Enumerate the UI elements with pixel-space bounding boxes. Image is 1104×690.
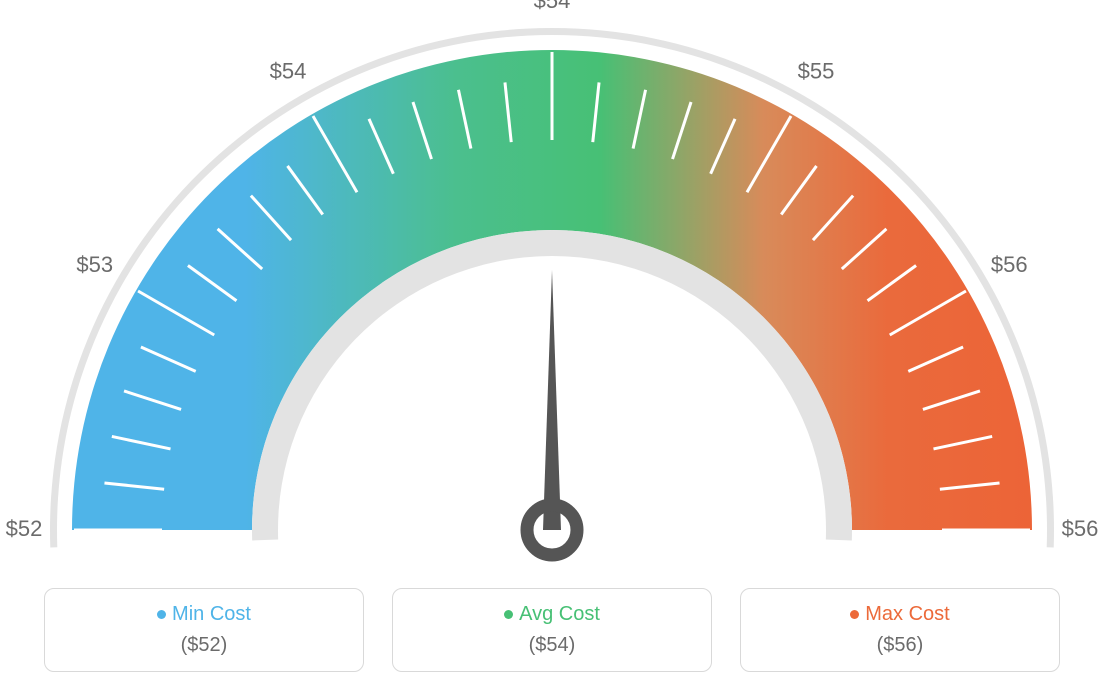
legend-card-avg: Avg Cost ($54) <box>392 588 712 672</box>
legend-title-text: Min Cost <box>172 603 251 625</box>
legend-title: Avg Cost <box>393 603 711 626</box>
gauge-svg: $52 $53 $54 $54 $55 $56 $56 <box>0 0 1104 580</box>
legend-title: Min Cost <box>45 603 363 626</box>
gauge-needle <box>543 270 561 530</box>
gauge-chart: $52 $53 $54 $54 $55 $56 $56 <box>0 0 1104 560</box>
dot-icon <box>850 610 859 619</box>
tick-label: $52 <box>6 516 43 541</box>
tick-label: $56 <box>991 252 1028 277</box>
legend-title-text: Avg Cost <box>519 603 600 625</box>
legend-title: Max Cost <box>741 603 1059 626</box>
legend-value: ($54) <box>393 634 711 657</box>
legend-row: Min Cost ($52) Avg Cost ($54) Max Cost (… <box>0 588 1104 672</box>
dot-icon <box>157 610 166 619</box>
legend-value: ($52) <box>45 634 363 657</box>
tick-label: $56 <box>1062 516 1099 541</box>
legend-title-text: Max Cost <box>865 603 949 625</box>
tick-label: $53 <box>76 252 113 277</box>
legend-card-min: Min Cost ($52) <box>44 588 364 672</box>
tick-label: $54 <box>534 0 571 13</box>
tick-label: $54 <box>270 59 307 84</box>
legend-card-max: Max Cost ($56) <box>740 588 1060 672</box>
dot-icon <box>504 610 513 619</box>
tick-label: $55 <box>798 59 835 84</box>
legend-value: ($56) <box>741 634 1059 657</box>
